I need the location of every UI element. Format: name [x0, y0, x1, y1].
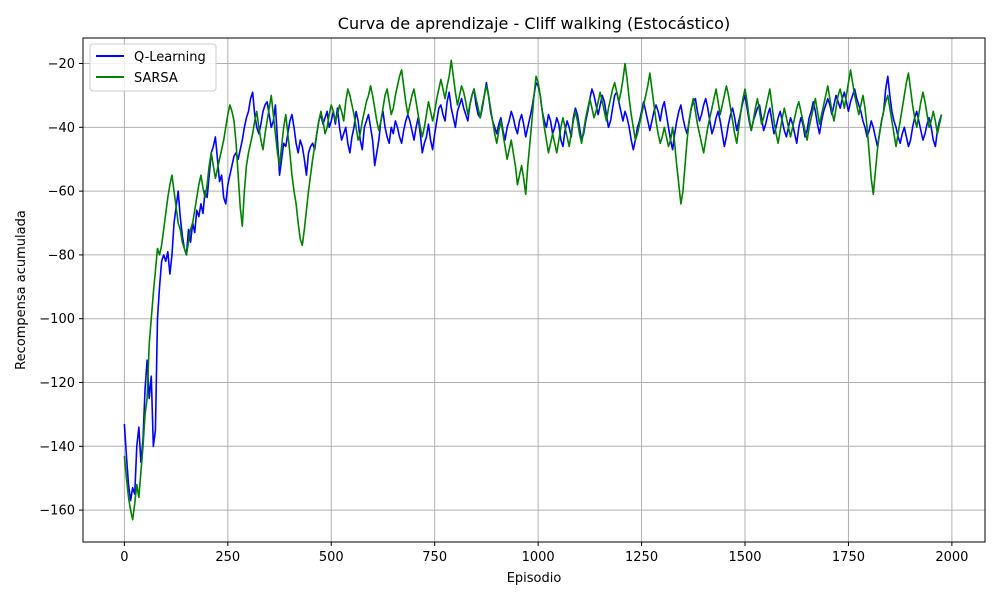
legend-label-sarsa: SARSA: [134, 71, 178, 86]
y-axis: −160 −140 −120 −100 −80 −60 −40 −20: [39, 57, 83, 519]
y-tick-label: −80: [48, 248, 75, 263]
x-tick-label: 500: [319, 550, 344, 565]
y-tick-label: −100: [39, 312, 75, 327]
x-tick-label: 750: [422, 550, 447, 565]
x-tick-label: 1500: [728, 550, 761, 565]
x-tick-label: 1000: [522, 550, 555, 565]
x-tick-label: 250: [215, 550, 240, 565]
y-tick-label: −160: [39, 504, 75, 519]
y-tick-label: −120: [39, 376, 75, 391]
y-tick-label: −20: [48, 57, 75, 72]
y-tick-label: −60: [48, 185, 75, 200]
series-line-sarsa: [123, 59, 943, 521]
x-axis-label: Episodio: [507, 571, 562, 586]
y-tick-label: −40: [48, 121, 75, 136]
legend-label-q-learning: Q-Learning: [134, 50, 206, 65]
y-tick-label: −140: [39, 440, 75, 455]
x-tick-label: 0: [120, 550, 128, 565]
y-axis-label: Recompensa acumulada: [14, 210, 29, 370]
series-layer: [123, 59, 943, 521]
plot-frame: [82, 37, 986, 543]
legend: Q-Learning SARSA: [89, 43, 217, 92]
x-tick-label: 2000: [935, 550, 968, 565]
chart-title: Curva de aprendizaje - Cliff walking (Es…: [338, 14, 730, 33]
x-axis: 0 250 500 750 1000 1250 1500 1750 2000: [120, 542, 968, 565]
x-tick-label: 1250: [625, 550, 658, 565]
x-tick-label: 1750: [832, 550, 865, 565]
